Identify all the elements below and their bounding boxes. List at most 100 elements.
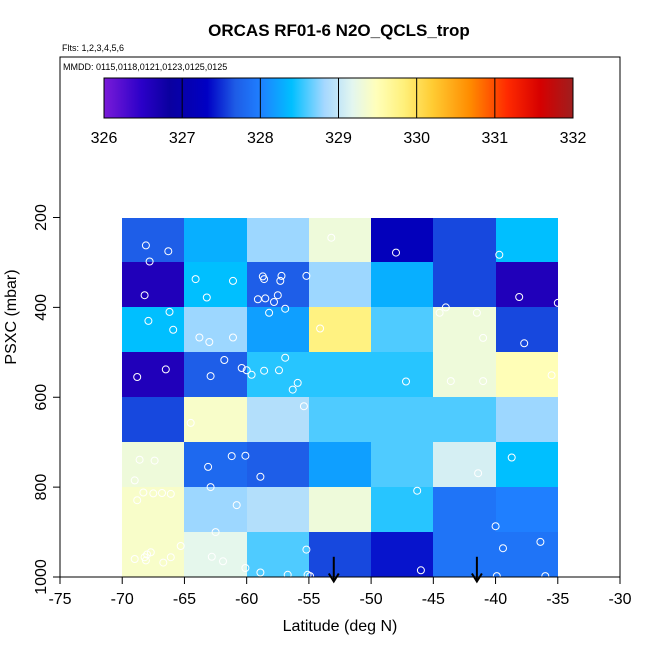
colorbar-tick-label: 331 — [481, 130, 508, 147]
data-point — [219, 557, 227, 566]
colorbar-tick-label: 328 — [247, 130, 274, 147]
data-point — [479, 333, 488, 342]
heatmap-cell — [247, 352, 309, 397]
data-point — [507, 453, 516, 462]
heatmap-cell — [184, 352, 247, 397]
heatmap-cell — [122, 352, 184, 397]
data-point — [261, 294, 270, 303]
data-point — [139, 488, 148, 497]
data-point — [141, 556, 150, 565]
data-point — [229, 333, 237, 342]
data-point — [258, 272, 267, 281]
heatmap-cell — [184, 262, 247, 307]
data-point — [327, 233, 336, 242]
x-tick-label: -60 — [235, 591, 258, 608]
data-point — [392, 248, 400, 257]
data-point — [536, 537, 545, 546]
data-point — [242, 366, 251, 375]
heatmap-cell — [496, 262, 558, 307]
data-point — [161, 365, 170, 374]
heatmap-cell — [247, 218, 309, 262]
data-point — [479, 377, 488, 386]
colorbar-tick-label: 327 — [169, 130, 196, 147]
data-point — [416, 566, 425, 575]
heatmap-cell — [496, 218, 558, 262]
data-point — [211, 528, 220, 537]
data-point — [256, 472, 265, 481]
x-tick-label: -70 — [111, 591, 134, 608]
heatmap-cell — [247, 532, 309, 577]
heatmap-cell — [309, 487, 371, 532]
data-point — [220, 356, 229, 364]
heatmap-cell — [433, 352, 496, 397]
data-point — [227, 452, 236, 461]
colorbar-tick-label: 326 — [91, 130, 118, 147]
data-point — [133, 373, 142, 381]
data-point — [541, 572, 550, 581]
heatmap-cell — [184, 307, 247, 352]
x-tick-label: -40 — [484, 591, 507, 608]
flights-note: Flts: 1,2,3,4,5,6 — [62, 43, 124, 53]
data-point — [293, 378, 302, 387]
data-point — [130, 555, 139, 563]
data-point — [159, 558, 168, 567]
data-point — [232, 501, 241, 510]
data-point — [281, 353, 290, 362]
heatmap-cell — [433, 442, 496, 487]
data-point — [302, 271, 311, 280]
y-axis: 200 400 600 800 1000 — [33, 204, 60, 595]
data-point — [176, 542, 185, 550]
heatmap-cell — [122, 487, 184, 532]
heatmap-cell — [496, 397, 558, 442]
data-point — [281, 304, 290, 313]
data-point — [165, 307, 174, 316]
x-tick-label: -50 — [360, 591, 383, 608]
data-point — [146, 548, 155, 557]
colorbar-ticks: 326 327 328 329 330 331 332 — [91, 78, 586, 147]
y-tick-label: 200 — [33, 204, 50, 231]
heatmap-cell — [247, 487, 309, 532]
data-point — [145, 257, 154, 266]
data-point — [499, 544, 507, 553]
colorbar-tick-label: 330 — [403, 130, 430, 147]
heatmap-cell — [371, 487, 433, 532]
heatmap-cell — [247, 442, 309, 487]
data-point — [141, 241, 150, 250]
data-point — [130, 476, 139, 485]
data-point — [495, 250, 504, 259]
data-point — [413, 486, 422, 495]
heatmap-cell — [184, 397, 247, 442]
data-point — [441, 303, 450, 312]
data-point — [446, 377, 455, 386]
heatmap-cell — [309, 307, 371, 352]
heatmap-cell — [371, 307, 433, 352]
data-point — [547, 371, 556, 380]
data-point — [256, 568, 265, 577]
heatmap-cell — [184, 218, 247, 262]
heatmap-cell — [371, 442, 433, 487]
heatmap-cell — [433, 218, 496, 262]
y-tick-label: 800 — [33, 474, 50, 501]
data-point — [253, 295, 262, 304]
heatmap-cell — [122, 442, 184, 487]
data-point — [237, 364, 246, 372]
y-tick-label: 400 — [33, 294, 50, 321]
x-tick-label: -55 — [297, 591, 320, 608]
heatmap-cell — [433, 262, 496, 307]
flight-points — [130, 233, 562, 581]
data-point — [260, 366, 269, 375]
heatmap-cell — [309, 218, 371, 262]
data-point — [270, 298, 278, 306]
arrow-head — [471, 572, 483, 584]
heatmap-cell — [309, 532, 371, 577]
y-tick-label: 1000 — [33, 559, 50, 595]
x-axis: -75 -70 -65 -60 -55 -50 -45 -40 -35 -30 — [48, 577, 632, 608]
data-point — [492, 572, 501, 581]
data-point — [276, 276, 285, 285]
data-point — [316, 324, 325, 333]
heatmap-cell — [184, 532, 247, 577]
data-point — [149, 489, 158, 498]
data-point — [135, 455, 144, 464]
data-point — [241, 451, 250, 460]
